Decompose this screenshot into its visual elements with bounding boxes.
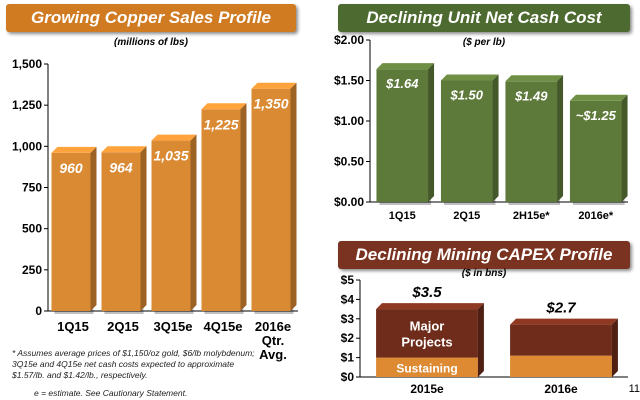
cash-cost-bar-top bbox=[440, 74, 499, 81]
copper-y-tick-label: 1,250 bbox=[12, 98, 42, 112]
capex-y-tick-label: $5 bbox=[341, 273, 355, 287]
cash-cost-data-label: $1.49 bbox=[514, 88, 548, 103]
cash-cost-bar-top bbox=[376, 63, 435, 70]
cash-cost-bar-side bbox=[621, 94, 628, 202]
copper-data-label: 960 bbox=[59, 160, 83, 176]
cash-cost-chart-title: Declining Unit Net Cash Cost Profile bbox=[338, 4, 630, 55]
copper-data-label: 1,225 bbox=[203, 116, 238, 132]
copper-bar-top bbox=[51, 146, 97, 153]
cash-cost-bar bbox=[569, 100, 622, 202]
copper-bar-side bbox=[290, 82, 297, 311]
cash-cost-data-label: ~$1.25 bbox=[576, 108, 617, 123]
copper-bar-top bbox=[151, 134, 197, 141]
capex-x-tick-label: 2015e bbox=[410, 382, 444, 396]
copper-x-tick-label: Qtr. bbox=[262, 333, 284, 348]
capex-major-projects-label: Projects bbox=[401, 334, 452, 349]
copper-bar-side bbox=[240, 103, 247, 312]
cash-cost-x-tick-label: 2H15e* bbox=[513, 210, 550, 222]
capex-major-projects-segment bbox=[376, 309, 478, 358]
cash-cost-x-tick-label: 2Q15 bbox=[453, 210, 480, 222]
cash-cost-y-tick-label: $0.00 bbox=[334, 195, 364, 209]
cash-cost-chart-subtitle: ($ per lb) bbox=[462, 37, 506, 48]
cash-cost-bar-side bbox=[557, 75, 564, 202]
cash-cost-bar-side bbox=[428, 63, 435, 202]
copper-bar-side bbox=[140, 146, 147, 311]
copper-y-tick-label: 1,000 bbox=[12, 139, 42, 153]
capex-bar-top bbox=[376, 303, 484, 310]
copper-x-tick-label: 2016e bbox=[255, 319, 291, 334]
copper-x-tick-label: 1Q15 bbox=[57, 319, 89, 334]
capex-sustaining-segment bbox=[510, 355, 612, 377]
footnote-line-3: $1.57/lb. and $1.42/lb., respectively. bbox=[12, 370, 148, 380]
cash-cost-bar bbox=[440, 80, 493, 202]
cash-cost-bar bbox=[505, 81, 558, 202]
copper-x-tick-label: 3Q15e bbox=[153, 319, 192, 334]
copper-bar bbox=[201, 109, 241, 312]
capex-major-projects-label: Major bbox=[410, 318, 445, 333]
footnote-line-1: * Assumes average prices of $1,150/oz go… bbox=[12, 348, 255, 358]
footnote-estimate: e = estimate. See Cautionary Statement. bbox=[34, 388, 188, 398]
capex-chart-title: Declining Mining CAPEX Profile bbox=[338, 241, 630, 269]
cash-cost-bar-side bbox=[492, 74, 499, 202]
capex-major-projects-segment bbox=[510, 324, 612, 356]
copper-x-tick-label: 4Q15e bbox=[203, 319, 242, 334]
copper-bar-side bbox=[190, 134, 197, 311]
copper-bar bbox=[151, 140, 191, 311]
capex-bar-top bbox=[510, 318, 618, 325]
capex-y-tick-label: $3 bbox=[341, 312, 355, 326]
copper-chart-title: Growing Copper Sales Profile bbox=[6, 4, 296, 32]
copper-y-tick-label: 250 bbox=[22, 263, 42, 277]
copper-bar-top bbox=[101, 146, 147, 153]
cash-cost-data-label: $1.64 bbox=[385, 76, 419, 91]
capex-sustaining-label: Sustaining bbox=[396, 361, 457, 375]
cash-cost-y-tick-label: $1.00 bbox=[334, 114, 364, 128]
page-number: 11 bbox=[628, 383, 640, 395]
capex-chart-subtitle: ($ in bns) bbox=[461, 268, 507, 279]
footnote-line-2: 3Q15e and 4Q15e net cash costs expected … bbox=[12, 359, 235, 369]
copper-y-tick-label: 750 bbox=[22, 181, 42, 195]
copper-bar-side bbox=[90, 146, 97, 311]
copper-bar bbox=[101, 152, 141, 311]
cash-cost-bar bbox=[376, 69, 429, 202]
copper-bar-top bbox=[251, 82, 297, 89]
cash-cost-data-label: $1.50 bbox=[449, 88, 483, 103]
cash-cost-y-tick-label: $1.50 bbox=[334, 74, 364, 88]
capex-bar-side bbox=[611, 318, 618, 377]
copper-data-label: 964 bbox=[109, 159, 133, 175]
capex-sustaining-segment bbox=[376, 357, 478, 377]
copper-data-label: 1,035 bbox=[153, 148, 188, 164]
cash-cost-bar-top bbox=[569, 94, 628, 101]
cash-cost-x-tick-label: 1Q15 bbox=[389, 210, 416, 222]
capex-y-tick-label: $2 bbox=[341, 331, 355, 345]
capex-y-tick-label: $0 bbox=[341, 370, 355, 384]
capex-x-tick-label: 2016e bbox=[544, 382, 578, 396]
copper-y-tick-label: 1,500 bbox=[12, 57, 42, 71]
copper-bar-top bbox=[201, 103, 247, 110]
capex-total-label: $3.5 bbox=[411, 284, 442, 301]
cash-cost-bar-top bbox=[505, 75, 564, 82]
capex-y-tick-label: $1 bbox=[341, 351, 355, 365]
capex-total-label: $2.7 bbox=[545, 300, 576, 317]
cash-cost-y-tick-label: $0.50 bbox=[334, 155, 364, 169]
copper-x-tick-label: Avg. bbox=[259, 347, 287, 362]
copper-y-tick-label: 0 bbox=[35, 304, 42, 318]
copper-chart-subtitle: (millions of lbs) bbox=[114, 37, 188, 48]
copper-bar bbox=[51, 152, 91, 311]
capex-bar-side bbox=[477, 303, 484, 377]
cash-cost-y-tick-label: $2.00 bbox=[334, 33, 364, 47]
copper-y-tick-label: 500 bbox=[22, 222, 42, 236]
copper-x-tick-label: 2Q15 bbox=[107, 319, 139, 334]
copper-bar bbox=[251, 88, 291, 311]
capex-y-tick-label: $4 bbox=[341, 292, 355, 306]
copper-data-label: 1,350 bbox=[253, 96, 288, 112]
cash-cost-x-tick-label: 2016e* bbox=[578, 210, 614, 222]
footnote-assumptions: * Assumes average prices of $1,150/oz go… bbox=[12, 348, 255, 381]
